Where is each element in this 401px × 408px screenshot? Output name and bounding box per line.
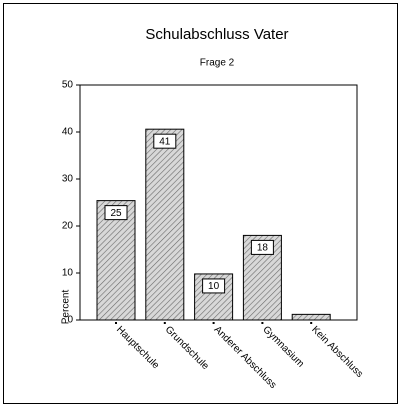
y-axis-label: Percent — [61, 290, 72, 325]
bar — [96, 200, 136, 321]
x-tick — [310, 322, 313, 324]
value-label-box — [153, 133, 177, 149]
value-label: 41 — [159, 136, 171, 147]
bar — [145, 128, 185, 321]
y-tick-label: 40 — [62, 127, 74, 138]
value-label: 18 — [257, 243, 269, 254]
value-label-box — [250, 239, 274, 255]
chart-subtitle: Frage 2 — [200, 58, 235, 69]
bar — [291, 313, 331, 321]
value-label-box — [104, 205, 128, 221]
x-tick — [115, 322, 117, 324]
x-tick — [261, 322, 264, 324]
y-tick-label: 10 — [62, 268, 74, 279]
x-tick — [163, 322, 166, 324]
chart-title: Schulabschluss Vater — [145, 26, 288, 43]
y-tick-label: 20 — [62, 221, 74, 232]
x-tick — [212, 322, 215, 324]
value-label-box — [202, 278, 226, 294]
value-label: 25 — [110, 208, 122, 219]
value-label: 10 — [208, 281, 220, 292]
y-tick-label: 30 — [62, 174, 74, 185]
y-tick-label: 0 — [67, 315, 73, 326]
y-tick-label: 50 — [62, 80, 74, 91]
